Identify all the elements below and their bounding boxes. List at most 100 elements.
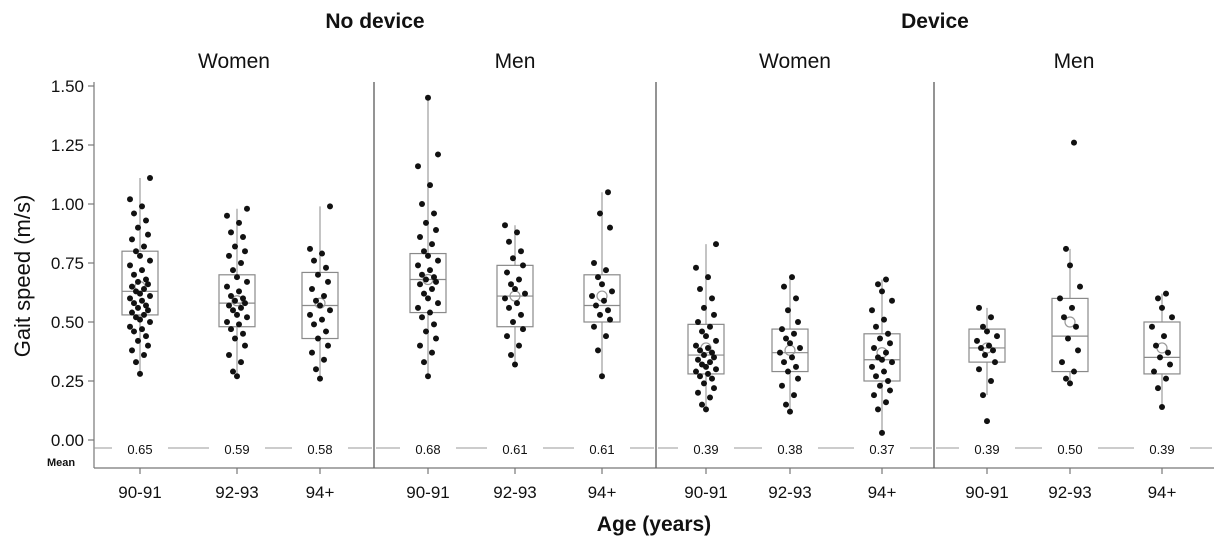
data-point — [129, 236, 135, 243]
data-point — [779, 382, 785, 389]
data-point — [417, 342, 423, 349]
data-point — [785, 368, 791, 375]
data-point — [793, 295, 799, 302]
data-point — [711, 354, 717, 361]
data-point — [508, 281, 514, 288]
data-point — [131, 300, 137, 307]
data-point — [313, 297, 319, 304]
data-point — [143, 302, 149, 309]
data-point — [711, 311, 717, 318]
mean-value-label: 0.38 — [777, 442, 802, 457]
data-point — [974, 337, 980, 344]
data-point — [601, 297, 607, 304]
data-point — [797, 344, 803, 351]
data-point — [244, 278, 250, 285]
data-point — [1163, 290, 1169, 297]
data-point — [1067, 262, 1073, 269]
data-point — [609, 288, 615, 295]
x-tick-label: 92-93 — [215, 483, 258, 502]
data-point — [1159, 403, 1165, 410]
mean-value-label: 0.39 — [974, 442, 999, 457]
data-point — [869, 363, 875, 370]
data-point — [127, 295, 133, 302]
data-point — [1057, 295, 1063, 302]
data-point — [435, 151, 441, 158]
data-point — [135, 304, 141, 311]
data-point — [595, 347, 601, 354]
data-point — [423, 219, 429, 226]
data-point — [785, 307, 791, 314]
data-point — [133, 248, 139, 255]
box-iqr — [1051, 297, 1089, 373]
data-point — [415, 163, 421, 170]
data-point — [137, 252, 143, 259]
x-tick-label: 90-91 — [406, 483, 449, 502]
data-point — [1159, 304, 1165, 311]
data-point — [593, 302, 599, 309]
data-point — [145, 281, 151, 288]
x-tick-label: 90-91 — [684, 483, 727, 502]
data-point — [143, 217, 149, 224]
data-point — [240, 330, 246, 337]
data-point — [783, 335, 789, 342]
y-tick-label: 1.00 — [51, 195, 84, 214]
data-point — [427, 267, 433, 274]
data-point — [228, 326, 234, 333]
data-point — [425, 252, 431, 259]
data-point — [319, 250, 325, 257]
box-iqr — [121, 250, 159, 316]
mean-value-label: 0.50 — [1057, 442, 1082, 457]
data-point — [431, 210, 437, 217]
data-point — [429, 285, 435, 292]
data-point — [147, 319, 153, 325]
data-point — [707, 323, 713, 330]
data-point — [315, 335, 321, 342]
data-point — [327, 203, 333, 210]
data-point — [129, 283, 135, 290]
data-point — [508, 352, 514, 359]
data-point — [135, 224, 141, 231]
data-point — [317, 302, 323, 309]
data-point — [238, 260, 244, 266]
data-point — [143, 333, 149, 340]
data-point — [887, 340, 893, 347]
data-point — [693, 368, 699, 375]
data-point — [871, 344, 877, 351]
data-point — [242, 342, 248, 349]
data-point — [877, 335, 883, 342]
box-iqr — [1143, 321, 1181, 375]
data-point — [321, 293, 327, 300]
box-iqr — [771, 328, 809, 373]
x-tick-label: 94+ — [306, 483, 335, 502]
data-point — [429, 241, 435, 248]
data-point — [230, 307, 236, 314]
data-point — [873, 323, 879, 330]
data-point — [226, 352, 232, 359]
data-point — [421, 248, 427, 255]
data-point — [1161, 333, 1167, 340]
data-point — [244, 314, 250, 321]
data-point — [705, 370, 711, 377]
data-point — [236, 288, 242, 295]
data-point — [431, 274, 437, 281]
data-point — [791, 330, 797, 337]
data-point — [787, 408, 793, 415]
data-point — [240, 295, 246, 302]
data-point — [875, 281, 881, 288]
data-point — [311, 321, 317, 328]
data-point — [783, 401, 789, 408]
data-point — [1061, 314, 1067, 321]
data-point — [327, 307, 333, 314]
data-point — [873, 373, 879, 380]
data-point — [992, 359, 998, 366]
data-point — [988, 378, 994, 384]
data-point — [421, 290, 427, 297]
data-point — [789, 274, 795, 281]
data-point — [793, 363, 799, 370]
mean-value-label: 0.39 — [1149, 442, 1174, 457]
data-point — [1069, 304, 1075, 311]
data-point — [417, 234, 423, 241]
data-point — [709, 375, 715, 382]
data-point — [135, 337, 141, 344]
